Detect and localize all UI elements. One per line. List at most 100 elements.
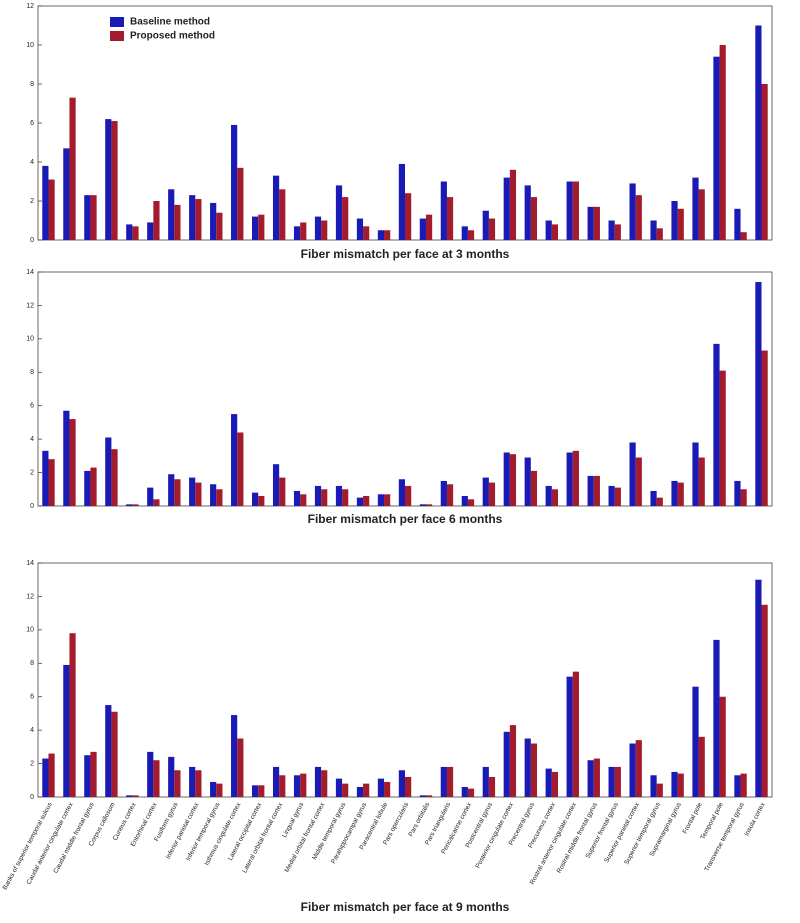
bar	[566, 452, 573, 506]
bar	[551, 771, 558, 797]
bar	[342, 197, 349, 240]
bar	[608, 220, 615, 240]
y-tick-label: 6	[30, 694, 34, 701]
bar	[314, 216, 322, 240]
bar	[69, 97, 76, 241]
x-tick-label: Caudal middle frontal gyrus	[52, 801, 96, 875]
bar	[321, 220, 328, 240]
bar	[446, 484, 454, 506]
bar	[279, 189, 286, 240]
bar	[467, 230, 475, 240]
bar	[384, 781, 391, 797]
bar	[671, 201, 678, 240]
bar	[419, 795, 426, 797]
bar	[153, 760, 160, 797]
bar	[174, 770, 181, 797]
bar	[321, 489, 328, 506]
bar	[279, 477, 286, 506]
bar	[69, 633, 76, 797]
bar	[42, 165, 49, 240]
bar	[524, 185, 531, 240]
bar	[566, 676, 573, 797]
bar	[189, 195, 196, 240]
x-tick-label: Insula cortex	[743, 801, 767, 837]
bar	[405, 193, 412, 240]
bar	[461, 495, 468, 506]
bar	[572, 181, 579, 240]
bar	[300, 773, 307, 797]
y-tick-label: 0	[30, 237, 34, 244]
bar	[252, 492, 259, 506]
legend-label: Baseline method	[130, 17, 210, 28]
bar	[398, 770, 405, 797]
bar	[111, 711, 118, 797]
bar	[677, 482, 684, 506]
bar	[650, 220, 657, 240]
bar	[384, 230, 391, 240]
bar	[252, 785, 259, 797]
bar	[713, 343, 720, 506]
bar	[384, 494, 391, 506]
bar	[174, 204, 181, 240]
bar	[84, 470, 91, 506]
chart-title: Fiber mismatch per face 6 months	[308, 512, 503, 526]
bar	[635, 457, 642, 506]
bar	[545, 220, 552, 240]
y-tick-label: 2	[30, 760, 34, 767]
bar	[509, 725, 517, 797]
bar	[132, 226, 139, 240]
bar	[216, 212, 223, 240]
bar	[551, 224, 558, 240]
bar	[258, 214, 265, 240]
bar	[719, 370, 726, 506]
bar	[231, 414, 238, 506]
bar	[105, 437, 112, 506]
y-tick-label: 2	[30, 469, 34, 476]
bar	[635, 195, 642, 240]
legend-label: Proposed method	[130, 31, 215, 42]
bar	[419, 218, 426, 240]
y-tick-label: 6	[30, 120, 34, 127]
bar	[147, 222, 154, 240]
bar	[237, 432, 244, 506]
bar	[425, 214, 433, 240]
bar	[734, 775, 741, 797]
bar	[509, 169, 517, 240]
bar	[398, 163, 405, 240]
bar	[63, 410, 70, 506]
bar	[461, 786, 468, 797]
bar	[405, 485, 412, 506]
bar	[587, 475, 594, 506]
bar	[713, 639, 720, 797]
bar	[272, 464, 280, 506]
x-tick-label: Transverse temporal gyrus	[703, 801, 746, 873]
bar	[126, 224, 133, 240]
bar	[692, 442, 699, 506]
bar	[719, 45, 726, 240]
bar	[342, 489, 349, 506]
bar	[593, 475, 600, 506]
bar	[629, 183, 636, 240]
bar	[168, 474, 175, 506]
bar	[530, 197, 538, 240]
bar	[524, 457, 531, 506]
bar	[656, 783, 663, 797]
bar	[126, 795, 133, 797]
bar	[740, 489, 747, 506]
bar	[572, 450, 579, 506]
bar	[698, 189, 705, 240]
bar	[488, 482, 496, 506]
bar	[398, 479, 405, 506]
bar	[210, 202, 217, 240]
bar	[698, 736, 705, 797]
bar	[377, 230, 385, 240]
bar	[293, 775, 301, 797]
bar	[740, 773, 747, 797]
bar	[509, 454, 517, 506]
bar	[252, 216, 259, 240]
bar	[189, 477, 196, 506]
bar	[105, 119, 112, 240]
bar	[258, 495, 265, 506]
bar	[650, 775, 657, 797]
x-tick-label: Frontal pole	[682, 801, 704, 835]
